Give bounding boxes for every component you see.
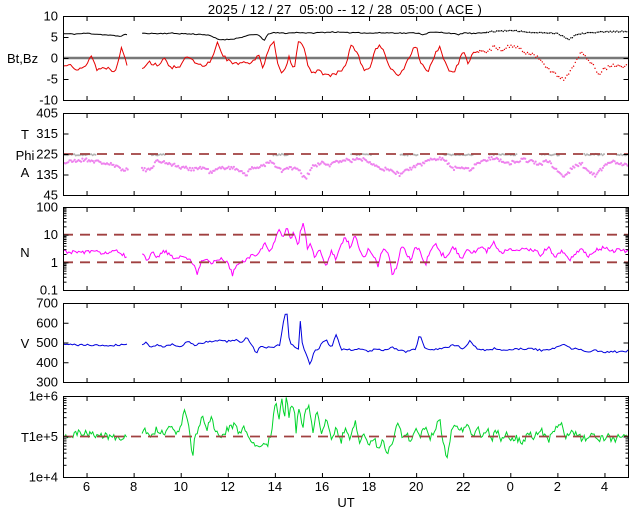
x-tick-label: 20: [409, 479, 423, 494]
y-tick-label: 400: [36, 355, 58, 370]
panel-temperature: [63, 397, 628, 460]
series-Bt: [63, 31, 487, 41]
panel-axes: 10 5 0 -5 -10: [39, 9, 629, 108]
x-tick-label: 12: [221, 479, 235, 494]
panel3-ylabel-n: N: [20, 245, 30, 260]
series-Bz-sparse: [479, 44, 628, 82]
panel-speed: [63, 313, 628, 366]
x-tick-label: 4: [601, 479, 608, 494]
y-tick-label: -10: [39, 93, 58, 108]
y-tick-label: 135: [36, 167, 58, 182]
y-tick-label: 1: [51, 255, 58, 270]
panel-field-angles: [63, 152, 628, 180]
y-tick-label: 300: [36, 375, 58, 390]
panel5-ylabel-t: T: [21, 430, 29, 445]
panel1-ylabel-bt-bz: Bt,Bz: [7, 51, 39, 66]
panel-density: [63, 222, 628, 277]
panel-magnetic-field: [63, 29, 628, 82]
y-tick-label: 1e+5: [29, 429, 58, 444]
y-tick-label: -5: [46, 72, 58, 87]
panel-axes: 100 10 1 0.1: [36, 200, 629, 298]
y-tick-label: 700: [36, 296, 58, 311]
panel-axes: 405 315 225 135 45: [36, 106, 629, 203]
x-tick-label: 22: [456, 479, 470, 494]
y-tick-label: 600: [36, 315, 58, 330]
y-tick-label: 0.1: [40, 283, 58, 298]
y-tick-label: 100: [36, 200, 58, 215]
x-axis-tick-labels: 6 8 10 12 14 16 18 20 22 0 2 4: [83, 479, 608, 494]
x-tick-label: 8: [130, 479, 137, 494]
series-N: [63, 222, 628, 277]
panel2-ylabel-t: T: [21, 127, 29, 142]
x-axis-label-ut: UT: [337, 495, 355, 510]
series-Bz: [63, 40, 480, 78]
y-tick-label: 45: [44, 188, 58, 203]
series-Bt-sparse: [486, 29, 628, 41]
panel4-ylabel-v: V: [20, 336, 30, 351]
y-tick-label: 500: [36, 335, 58, 350]
series-T: [63, 397, 628, 460]
x-tick-label: 6: [83, 479, 90, 494]
panel2-ylabel-phi: Phi: [15, 148, 35, 163]
x-tick-label: 14: [268, 479, 282, 494]
x-tick-label: 2: [554, 479, 561, 494]
y-tick-label: 405: [36, 106, 58, 121]
x-tick-label: 0: [507, 479, 514, 494]
y-tick-label: 1e+4: [29, 470, 58, 485]
series-Phi: [63, 156, 628, 180]
x-tick-label: 18: [362, 479, 376, 494]
y-tick-label: 10: [44, 227, 58, 242]
x-tick-label: 10: [173, 479, 187, 494]
series-V: [63, 313, 628, 366]
y-tick-label: 1e+6: [29, 389, 58, 404]
y-tick-label: 10: [44, 9, 58, 24]
y-tick-label: 315: [36, 126, 58, 141]
panel-axes: 1e+6 1e+5 1e+4: [29, 389, 629, 485]
y-tick-label: 225: [36, 147, 58, 162]
panel2-ylabel-a: A: [20, 165, 30, 180]
x-tick-label: 16: [315, 479, 329, 494]
y-tick-label: 5: [51, 30, 58, 45]
plot-title: 2025 / 12 / 27 05:00 -- 12 / 28 05:00 ( …: [207, 2, 483, 17]
panel-axes: 700 600 500 400 300: [36, 296, 629, 390]
y-tick-label: 0: [51, 51, 58, 66]
